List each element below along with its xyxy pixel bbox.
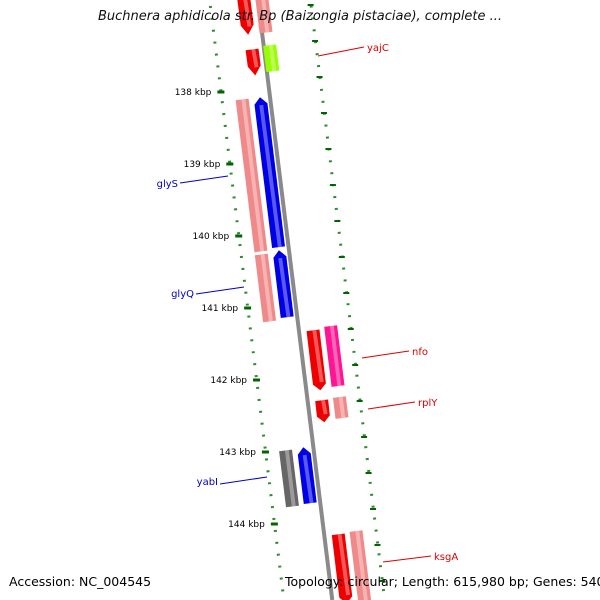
genome-summary: Topology: circular; Length: 615,980 bp; …	[285, 574, 600, 589]
ksgA-cog-bar	[349, 530, 372, 600]
nfo-cog-bar-highlight	[329, 325, 342, 387]
nfo-gene-arrow	[306, 329, 326, 391]
yajC-cog-bar-highlight	[269, 44, 277, 72]
yabI-gene-arrow	[297, 447, 317, 505]
nfo-gene-arrow-highlight	[312, 329, 324, 383]
glyQ-cog-bar	[254, 253, 277, 323]
gene-label: ksgA	[434, 552, 458, 563]
ksgA-cog-bar-highlight	[355, 530, 368, 600]
yabI-cog-bar	[279, 449, 299, 508]
yabI-gene-arrow-highlight	[302, 454, 314, 504]
gene-labels-group: yajC glyS glyQ nfo rplY yabI ksgA	[157, 43, 459, 563]
gene-label: rplY	[418, 398, 438, 409]
tick-label: 141 kbp	[201, 304, 238, 314]
ksgA-gene-arrow	[331, 533, 353, 600]
yajC-cog-bar	[263, 44, 280, 73]
top-cog-bar	[255, 0, 273, 34]
yajC-gene-arrow-highlight	[251, 48, 259, 68]
rplY-gene-arrow	[315, 399, 330, 423]
gene-label-leader	[382, 555, 432, 563]
accession-label: Accession: NC_004545	[9, 574, 152, 589]
gene-label: glyQ	[171, 289, 194, 300]
glyQ-gene-arrow-highlight	[278, 257, 291, 318]
gene-label: nfo	[412, 347, 428, 358]
gene-label: yajC	[367, 43, 389, 54]
glyS-cog-bar-highlight	[241, 99, 265, 252]
glyS-cog-bar	[235, 98, 268, 253]
gene-label-leader	[179, 175, 229, 184]
gene-label-leader	[317, 46, 365, 57]
glyQ-cog-bar-highlight	[260, 254, 273, 322]
top-reverse-gene-arrow	[237, 0, 254, 35]
top-cog-bar-highlight	[261, 0, 270, 33]
map-title: Buchnera aphidicola str. Bp (Baizongia p…	[97, 9, 503, 24]
gene-label-leader	[219, 476, 268, 485]
gene-label-leader	[367, 401, 416, 410]
tick-label: 143 kbp	[219, 448, 256, 458]
rplY-gene-arrow-highlight	[321, 399, 328, 415]
glyS-gene-arrow-highlight	[259, 104, 282, 248]
gene-label: glyS	[157, 179, 178, 190]
tick-label: 142 kbp	[210, 376, 247, 386]
nfo-cog-bar	[324, 325, 345, 387]
yajC-gene-arrow	[245, 48, 261, 76]
gene-label-leader	[361, 350, 410, 359]
tick-label: 138 kbp	[175, 88, 212, 98]
rplY-cog-bar	[332, 396, 349, 419]
gene-label-leader	[195, 286, 245, 295]
ksgA-gene-arrow-highlight	[337, 533, 351, 596]
tick-label: 140 kbp	[193, 232, 230, 242]
sequence-backbone	[256, 0, 335, 600]
glyQ-gene-arrow	[273, 250, 294, 319]
rplY-cog-bar-highlight	[338, 396, 346, 419]
tick-label: 139 kbp	[184, 160, 221, 170]
yabI-cog-bar-highlight	[284, 450, 296, 507]
tick-label: 144 kbp	[228, 520, 265, 530]
glyS-gene-arrow	[254, 97, 285, 249]
tick-marks-group: 138 kbp 139 kbp 140 kbp 141 kbp 142 kbp 143 k…	[175, 4, 385, 582]
top-reverse-gene-arrow-highlight	[243, 0, 252, 27]
gene-label: yabI	[197, 477, 218, 488]
